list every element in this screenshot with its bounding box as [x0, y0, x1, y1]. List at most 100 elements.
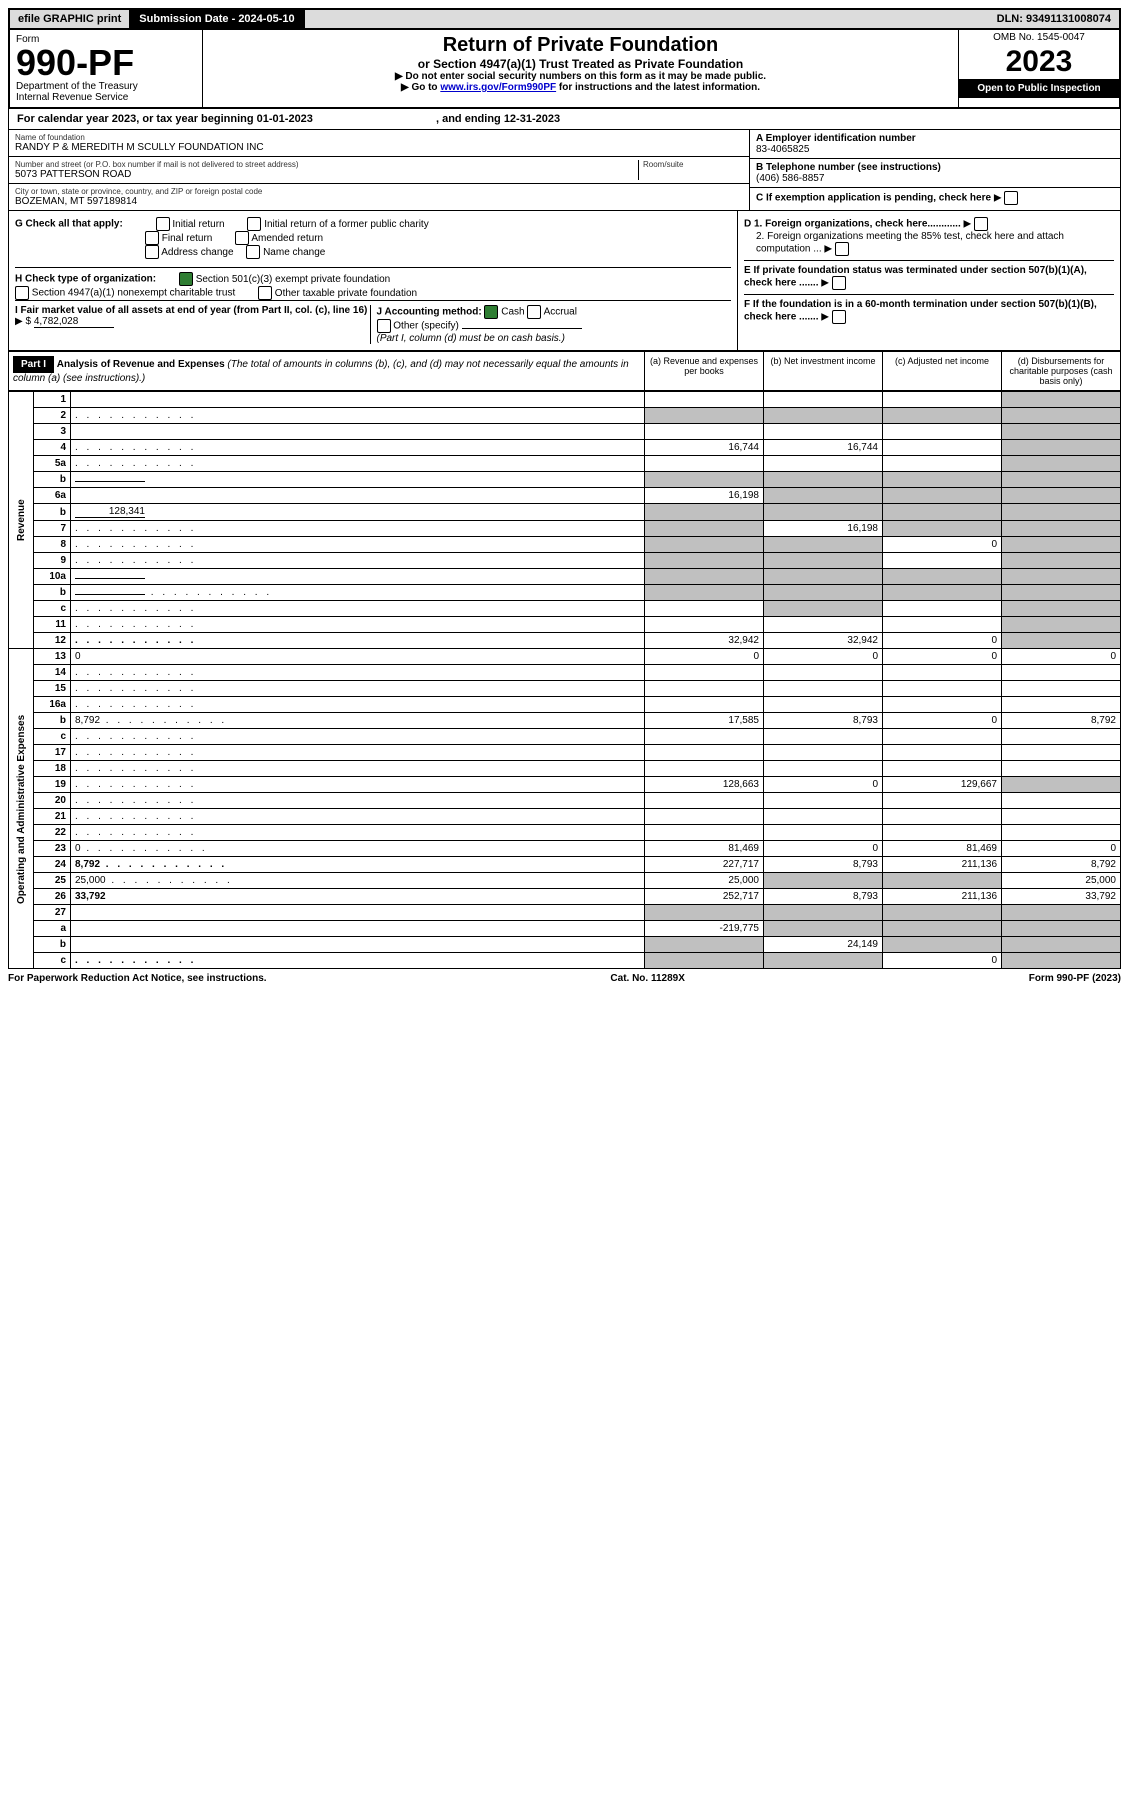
line-number: 19	[34, 777, 71, 793]
value-cell-c: 0	[883, 649, 1002, 665]
submission-date: Submission Date - 2024-05-10	[131, 10, 304, 28]
street-address: 5073 PATTERSON ROAD	[15, 169, 638, 180]
value-cell-b	[764, 729, 883, 745]
c-checkbox[interactable]	[1004, 191, 1018, 205]
j-accrual[interactable]	[527, 305, 541, 319]
line-number: 9	[34, 553, 71, 569]
line-number: c	[34, 601, 71, 617]
line-description	[71, 633, 645, 649]
line-number: 13	[34, 649, 71, 665]
j-cash[interactable]	[484, 305, 498, 319]
line-description	[71, 521, 645, 537]
value-cell-a	[645, 553, 764, 569]
value-cell-b	[764, 809, 883, 825]
line-description	[71, 537, 645, 553]
line-description: 25,000	[71, 873, 645, 889]
value-cell-c	[883, 873, 1002, 889]
value-cell-d	[1002, 424, 1121, 440]
value-cell-a: 32,942	[645, 633, 764, 649]
value-cell-d: 8,792	[1002, 713, 1121, 729]
line-number: 2	[34, 408, 71, 424]
opex-section-label: Operating and Administrative Expenses	[9, 649, 34, 969]
line-description	[71, 617, 645, 633]
table-row: c	[9, 729, 1121, 745]
value-cell-a	[645, 745, 764, 761]
value-cell-d: 0	[1002, 649, 1121, 665]
line-description	[71, 440, 645, 456]
value-cell-b	[764, 953, 883, 969]
value-cell-c	[883, 745, 1002, 761]
value-cell-c	[883, 424, 1002, 440]
value-cell-c	[883, 472, 1002, 488]
value-cell-b	[764, 504, 883, 521]
line-number: 25	[34, 873, 71, 889]
line-number: 3	[34, 424, 71, 440]
table-row: 5a	[9, 456, 1121, 472]
value-cell-b	[764, 665, 883, 681]
table-row: 11	[9, 617, 1121, 633]
line-description: 33,792	[71, 889, 645, 905]
h-4947[interactable]	[15, 286, 29, 300]
g-final-return[interactable]	[145, 231, 159, 245]
part1-label: Part I	[13, 356, 54, 373]
instructions-link[interactable]: www.irs.gov/Form990PF	[440, 82, 556, 93]
i-fmv-value: 4,782,028	[34, 316, 114, 328]
value-cell-b	[764, 681, 883, 697]
value-cell-b	[764, 697, 883, 713]
table-row: b 128,341	[9, 504, 1121, 521]
value-cell-d	[1002, 472, 1121, 488]
line-number: 27	[34, 905, 71, 921]
g-name-change[interactable]	[246, 245, 260, 259]
h-501c3[interactable]	[179, 272, 193, 286]
value-cell-d	[1002, 553, 1121, 569]
g-amended[interactable]	[235, 231, 249, 245]
value-cell-a	[645, 809, 764, 825]
line-number: 14	[34, 665, 71, 681]
value-cell-d	[1002, 392, 1121, 408]
line-number: 8	[34, 537, 71, 553]
g-initial-former[interactable]	[247, 217, 261, 231]
omb-number: OMB No. 1545-0047	[959, 30, 1119, 45]
line-number: b	[34, 472, 71, 488]
value-cell-a	[645, 905, 764, 921]
value-cell-a	[645, 521, 764, 537]
line-description	[71, 665, 645, 681]
line-description	[71, 729, 645, 745]
value-cell-c	[883, 408, 1002, 424]
value-cell-d	[1002, 456, 1121, 472]
line-number: 11	[34, 617, 71, 633]
value-cell-b: 16,744	[764, 440, 883, 456]
value-cell-a: 17,585	[645, 713, 764, 729]
footer-mid: Cat. No. 11289X	[610, 973, 684, 984]
value-cell-d	[1002, 809, 1121, 825]
table-row: b24,149	[9, 937, 1121, 953]
value-cell-d: 0	[1002, 841, 1121, 857]
identification-block: Name of foundation RANDY P & MEREDITH M …	[8, 130, 1121, 211]
c-exemption: C If exemption application is pending, c…	[750, 188, 1120, 208]
table-row: 416,74416,744	[9, 440, 1121, 456]
h-other-taxable[interactable]	[258, 286, 272, 300]
line-description	[71, 825, 645, 841]
open-to-public: Open to Public Inspection	[959, 79, 1119, 98]
value-cell-b	[764, 601, 883, 617]
line-number: 7	[34, 521, 71, 537]
foundation-name: RANDY P & MEREDITH M SCULLY FOUNDATION I…	[15, 142, 743, 153]
j-other[interactable]	[377, 319, 391, 333]
value-cell-a	[645, 825, 764, 841]
table-row: 9	[9, 553, 1121, 569]
line-number: 17	[34, 745, 71, 761]
table-row: 716,198	[9, 521, 1121, 537]
value-cell-a	[645, 424, 764, 440]
value-cell-c	[883, 553, 1002, 569]
line-number: 15	[34, 681, 71, 697]
g-addr-change[interactable]	[145, 245, 159, 259]
value-cell-c	[883, 809, 1002, 825]
value-cell-a	[645, 729, 764, 745]
line-number: b	[34, 937, 71, 953]
value-cell-d	[1002, 569, 1121, 585]
line-number: 18	[34, 761, 71, 777]
line-description	[71, 809, 645, 825]
value-cell-a: -219,775	[645, 921, 764, 937]
table-row: 22	[9, 825, 1121, 841]
g-initial-return[interactable]	[156, 217, 170, 231]
